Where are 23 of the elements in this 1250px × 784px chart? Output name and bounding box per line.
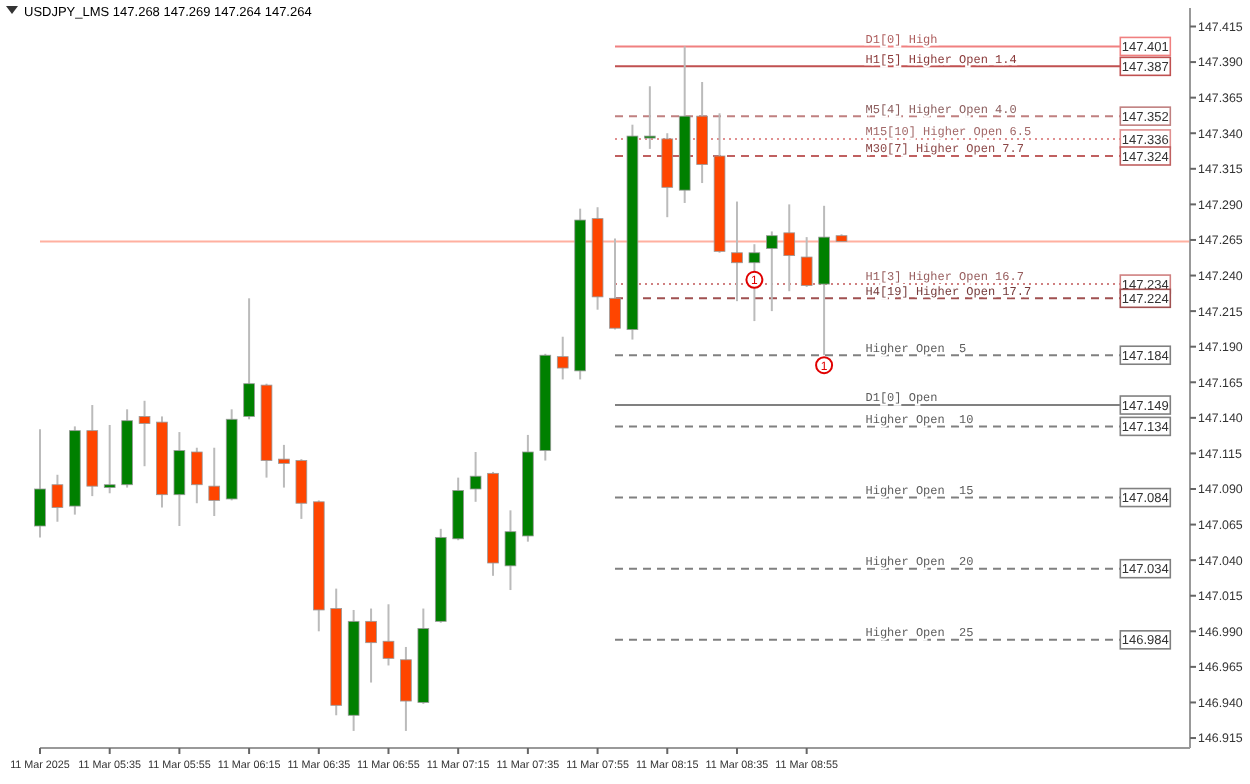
candlestick	[191, 446, 203, 505]
candlestick	[103, 423, 116, 495]
candlestick	[504, 509, 517, 592]
candlestick	[644, 85, 656, 150]
candlestick	[731, 200, 743, 303]
candlestick	[783, 203, 796, 293]
candlestick	[469, 451, 482, 503]
candlestick	[766, 230, 778, 313]
candlestick	[34, 428, 46, 539]
candlestick	[382, 603, 395, 667]
candlestick	[243, 297, 255, 421]
candlestick	[609, 237, 621, 331]
candlestick	[208, 446, 221, 518]
candlestick	[556, 335, 569, 381]
candlestick	[800, 236, 813, 288]
candlestick	[295, 458, 308, 520]
candlestick	[173, 431, 186, 527]
candlestick	[818, 204, 830, 357]
candlestick	[51, 473, 64, 523]
candlestick	[365, 607, 377, 684]
candlestick	[278, 443, 290, 489]
candlestick	[138, 399, 151, 468]
candlestick	[400, 645, 412, 732]
